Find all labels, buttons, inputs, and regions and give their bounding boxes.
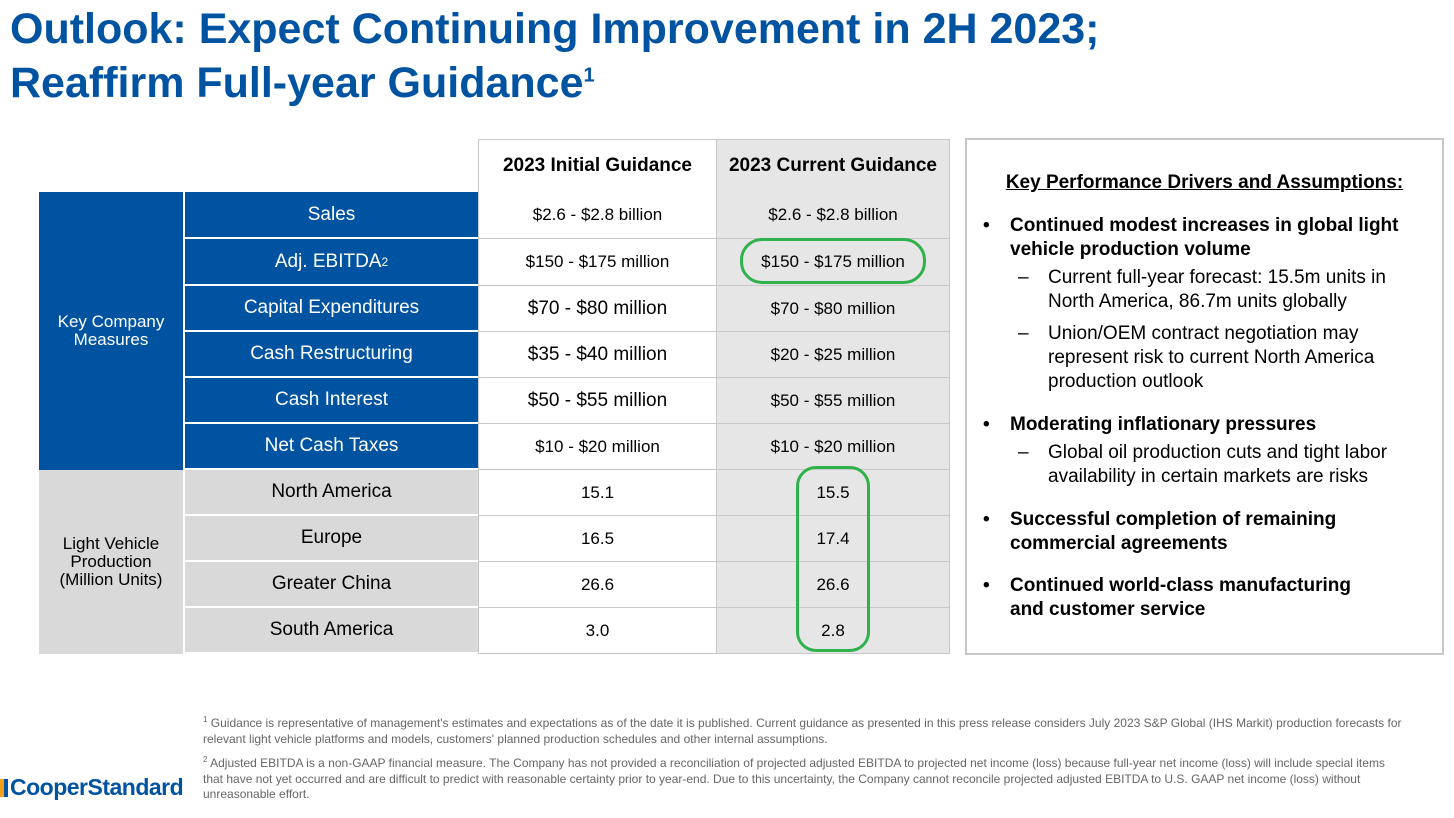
row-label-capital-expenditures: Capital Expenditures	[183, 286, 478, 332]
title-footnote-ref: 1	[583, 64, 595, 87]
logo-text: CooperStandard	[10, 774, 184, 800]
column-header-initial-guidance: 2023 Initial Guidance	[478, 139, 716, 192]
page-title: Outlook: Expect Continuing Improvement i…	[10, 2, 1310, 110]
row-label-south-america: South America	[183, 608, 478, 654]
bullet-icon: •	[983, 575, 990, 596]
driver-sub-1-1-text: Current full-year forecast: 15.5m units …	[1048, 267, 1386, 312]
row-label-cash-restructuring: Cash Restructuring	[183, 332, 478, 378]
south-america-current: 2.8	[716, 608, 950, 654]
footnote-2-number: 2	[203, 755, 208, 764]
south-america-initial: 3.0	[478, 608, 716, 654]
sales-initial: $2.6 - $2.8 billion	[478, 192, 716, 239]
adj-ebitda-label-text: Adj. EBITDA	[274, 250, 382, 272]
row-label-europe: Europe	[183, 516, 478, 562]
net-cash-taxes-initial: $10 - $20 million	[478, 424, 716, 470]
cash-interest-initial: $50 - $55 million	[478, 378, 716, 424]
sales-current: $2.6 - $2.8 billion	[716, 192, 950, 239]
footnote-1-number: 1	[203, 715, 208, 724]
bullet-icon: •	[983, 215, 990, 236]
greater-china-initial: 26.6	[478, 562, 716, 608]
row-label-sales: Sales	[183, 192, 478, 239]
dash-icon: –	[1018, 442, 1029, 463]
logo-mark-icon	[0, 779, 8, 797]
adj-ebitda-initial: $150 - $175 million	[478, 239, 716, 286]
cash-interest-current: $50 - $55 million	[716, 378, 950, 424]
driver-bullet-4-text: Continued world-class manufacturing and …	[1010, 575, 1351, 620]
capex-current: $70 - $80 million	[716, 286, 950, 332]
row-label-adj-ebitda: Adj. EBITDA 2	[183, 239, 478, 286]
group-light-vehicle-production: Light Vehicle Production (Million Units)	[39, 470, 183, 654]
driver-sub-1-2-text: Union/OEM contract negotiation may repre…	[1048, 323, 1375, 392]
group-key-company-measures: Key Company Measures	[39, 192, 183, 470]
column-header-current-guidance: 2023 Current Guidance	[716, 139, 950, 192]
driver-sub-2-1-text: Global oil production cuts and tight lab…	[1048, 442, 1388, 487]
greater-china-current: 26.6	[716, 562, 950, 608]
capex-initial: $70 - $80 million	[478, 286, 716, 332]
title-line-2: Reaffirm Full-year Guidance1	[10, 56, 1310, 110]
bullet-icon: •	[983, 509, 990, 530]
title-line-2-text: Reaffirm Full-year Guidance	[10, 59, 584, 107]
cash-restructuring-current: $20 - $25 million	[716, 332, 950, 378]
footnote-2: 2 Adjusted EBITDA is a non-GAAP financia…	[203, 752, 1403, 803]
adj-ebitda-footnote-ref: 2	[381, 254, 389, 269]
key-drivers-title: Key Performance Drivers and Assumptions:	[1005, 172, 1404, 193]
key-drivers-panel: Key Performance Drivers and Assumptions:…	[965, 138, 1444, 655]
north-america-current: 15.5	[716, 470, 950, 516]
adj-ebitda-current: $150 - $175 million	[716, 239, 950, 286]
north-america-initial: 15.1	[478, 470, 716, 516]
dash-icon: –	[1018, 323, 1029, 344]
dash-icon: –	[1018, 267, 1029, 288]
footnote-1-text: Guidance is representative of management…	[203, 716, 1402, 746]
row-label-cash-interest: Cash Interest	[183, 378, 478, 424]
cooper-standard-logo: CooperStandard	[0, 774, 184, 801]
bullet-icon: •	[983, 414, 990, 435]
title-line-1: Outlook: Expect Continuing Improvement i…	[10, 5, 1100, 53]
driver-bullet-1-text: Continued modest increases in global lig…	[1010, 215, 1399, 260]
net-cash-taxes-current: $10 - $20 million	[716, 424, 950, 470]
row-label-net-cash-taxes: Net Cash Taxes	[183, 424, 478, 470]
europe-initial: 16.5	[478, 516, 716, 562]
driver-bullet-2-text: Moderating inflationary pressures	[1010, 414, 1317, 435]
europe-current: 17.4	[716, 516, 950, 562]
row-label-greater-china: Greater China	[183, 562, 478, 608]
footnote-1: 1 Guidance is representative of manageme…	[203, 712, 1403, 747]
footnote-2-text: Adjusted EBITDA is a non-GAAP financial …	[203, 756, 1385, 801]
cash-restructuring-initial: $35 - $40 million	[478, 332, 716, 378]
row-label-north-america: North America	[183, 470, 478, 516]
driver-bullet-3-text: Successful completion of remaining comme…	[1010, 509, 1337, 554]
